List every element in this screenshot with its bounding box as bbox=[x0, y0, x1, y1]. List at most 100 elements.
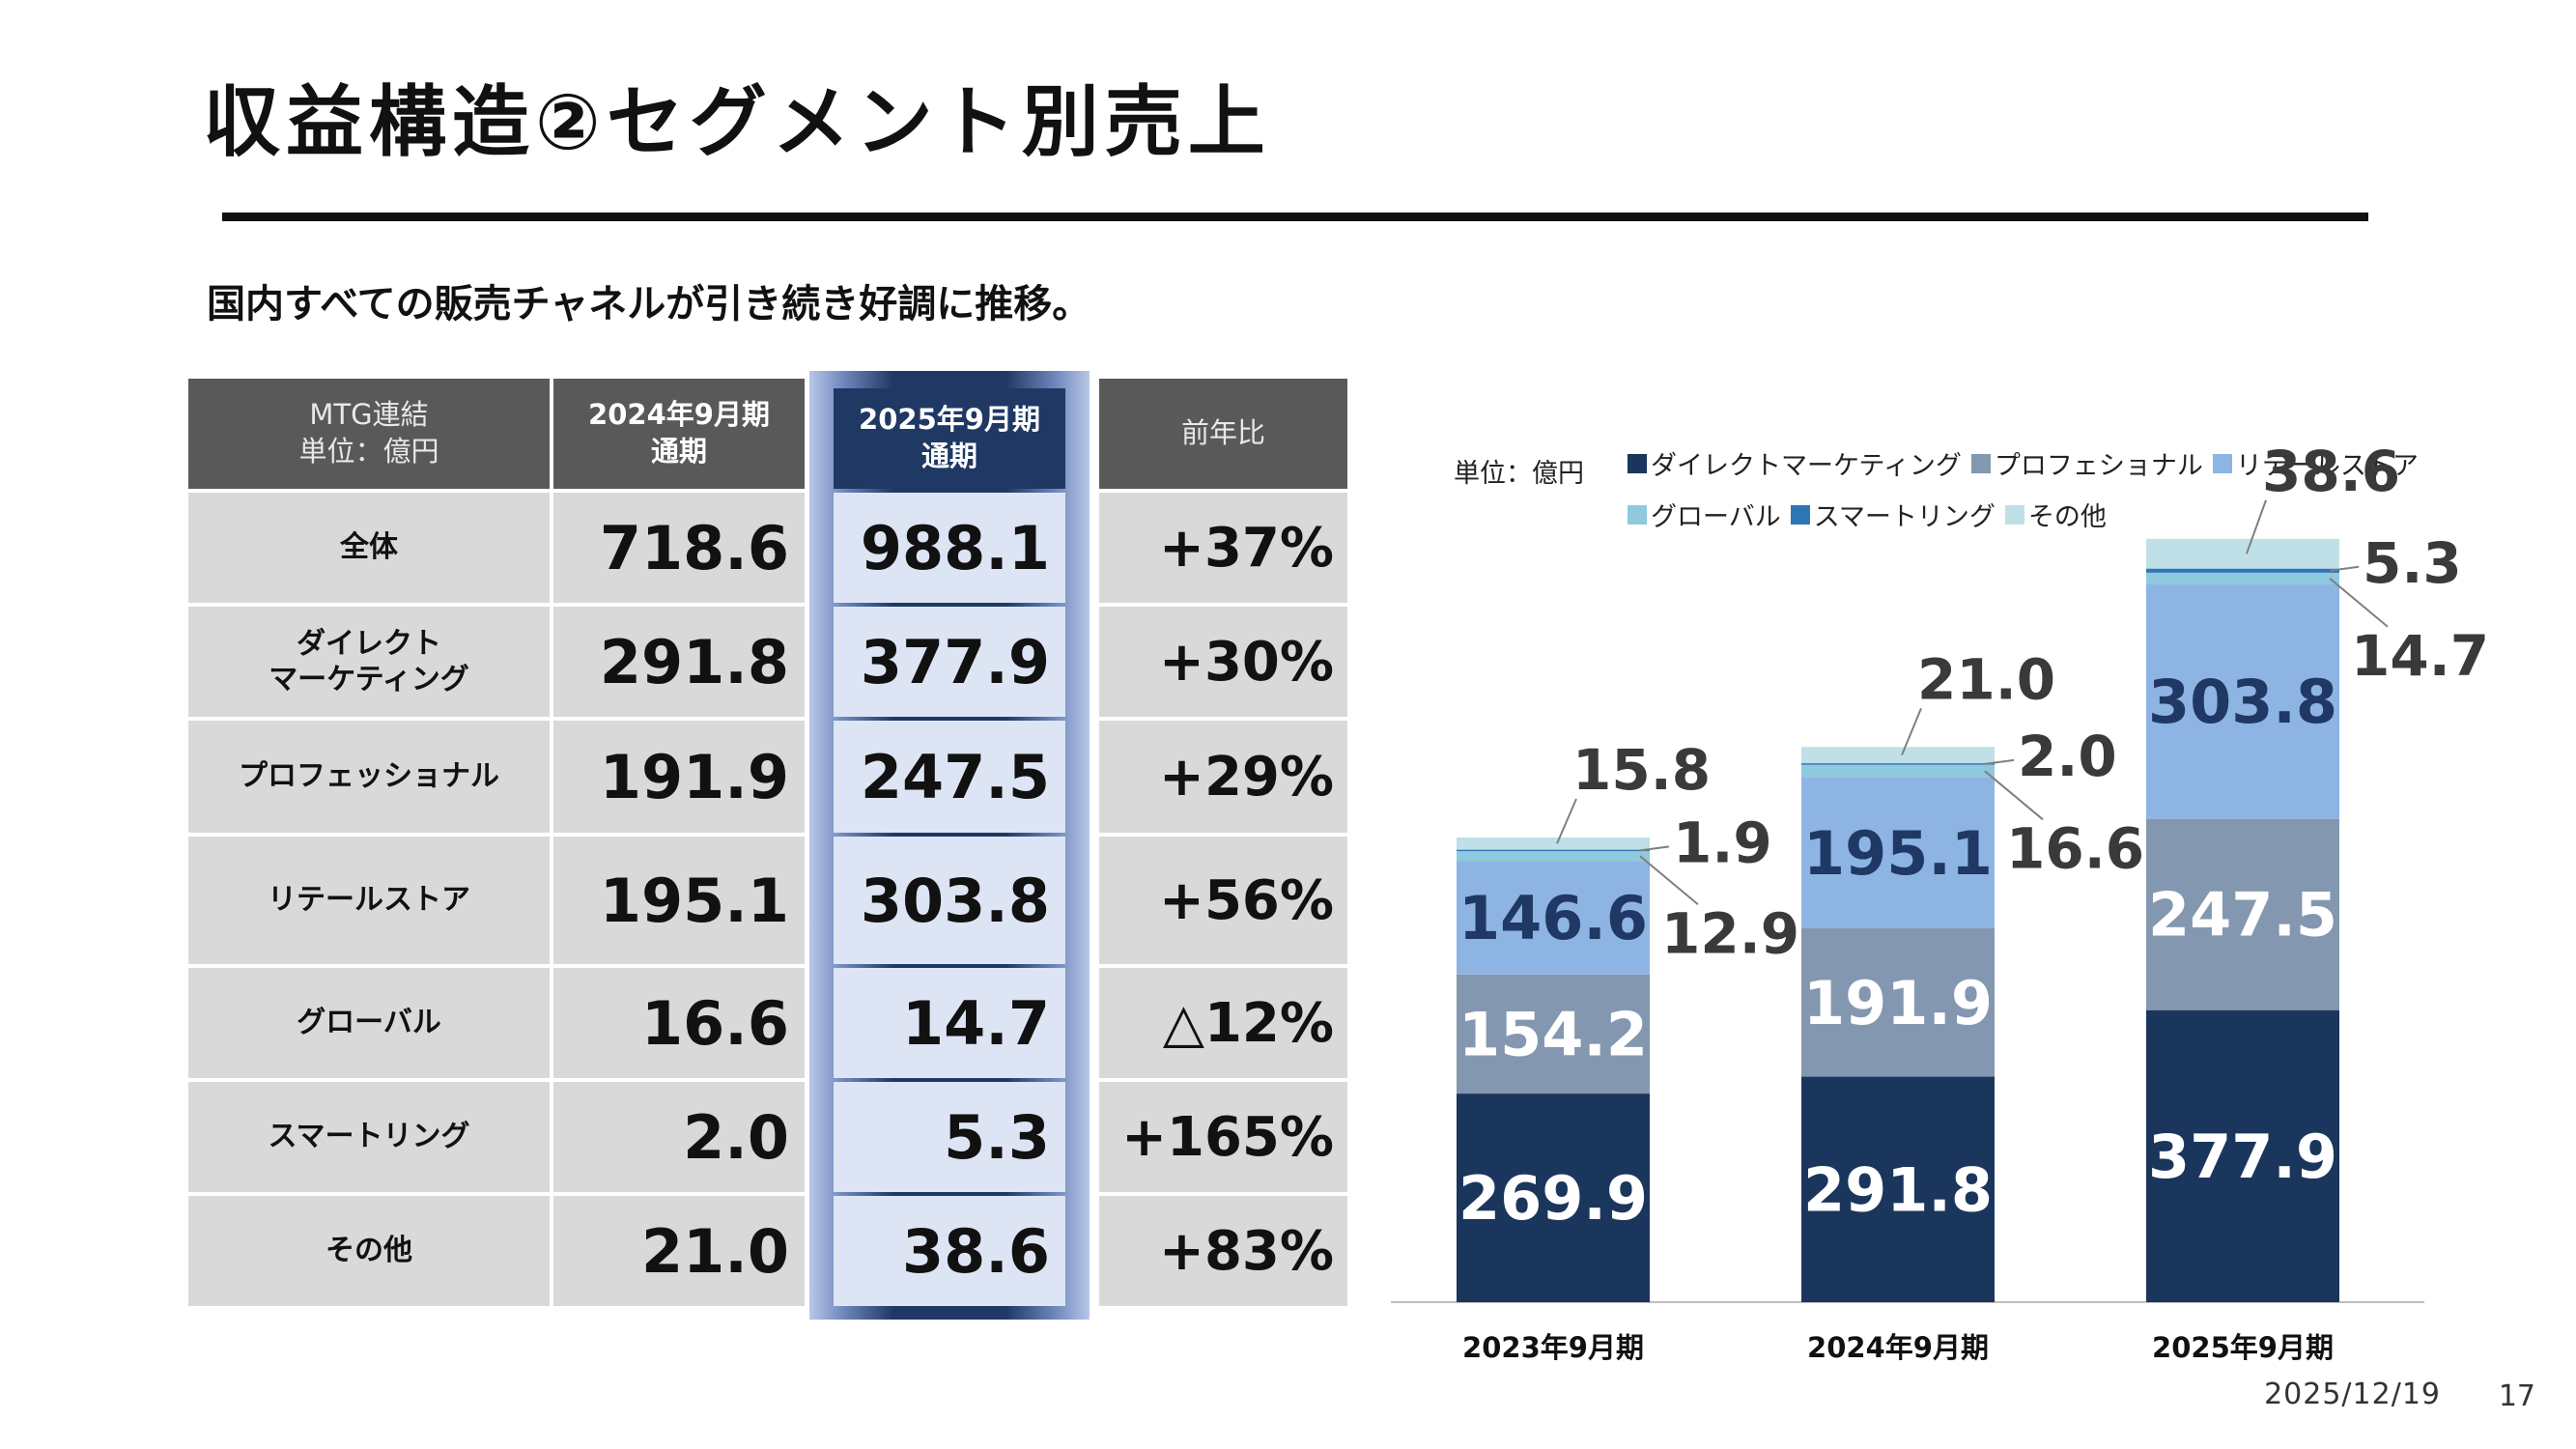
value-2024: 191.9 bbox=[553, 721, 805, 833]
data-label-smartring: 5.3 bbox=[2363, 530, 2462, 596]
legend-swatch bbox=[1628, 504, 1647, 525]
value-2024: 16.6 bbox=[553, 968, 805, 1078]
bar-segment bbox=[2146, 568, 2339, 573]
bar-data-label: 377.9 bbox=[2148, 1122, 2337, 1192]
value-yoy: △12% bbox=[1099, 968, 1347, 1078]
header-2024-period: 通期 bbox=[650, 435, 707, 468]
x-tick-label: 2024年9月期 bbox=[1807, 1331, 1989, 1364]
bar-segment bbox=[1801, 928, 1995, 1077]
legend-item: プロフェショナル bbox=[1970, 444, 2203, 482]
leader-line bbox=[1639, 855, 1699, 906]
row-label: グローバル bbox=[188, 968, 550, 1078]
row-label-line1: プロフェッショナル bbox=[239, 759, 499, 794]
value-yoy: +30% bbox=[1099, 607, 1347, 717]
bar-data-label: 191.9 bbox=[1803, 968, 1993, 1038]
value-2024: 195.1 bbox=[553, 837, 805, 964]
row-label-line1: リテールストア bbox=[268, 883, 470, 918]
header-yoy: 前年比 bbox=[1180, 416, 1265, 450]
legend-item: その他 bbox=[2004, 496, 2107, 533]
data-label-smartring: 1.9 bbox=[1673, 810, 1772, 875]
leader-line bbox=[1639, 845, 1670, 852]
value-2025: 14.7 bbox=[834, 968, 1065, 1078]
value-2025: 38.6 bbox=[834, 1196, 1065, 1306]
row-label-line1: ダイレクト bbox=[297, 626, 441, 661]
legend-item: ダイレクトマーケティング bbox=[1628, 444, 1962, 482]
bar-segment bbox=[2146, 1009, 2339, 1302]
data-label-global: 14.7 bbox=[2351, 623, 2489, 689]
value-2025: 988.1 bbox=[834, 493, 1065, 603]
row-label-line2: マーケティング bbox=[269, 663, 469, 696]
page-subtitle: 国内すべての販売チャネルが引き続き好調に推移。 bbox=[207, 282, 1091, 327]
table-header-yoy: 前年比 bbox=[1099, 379, 1347, 489]
leader-line bbox=[2246, 499, 2267, 554]
row-label: ダイレクト マーケティング bbox=[188, 607, 550, 717]
legend-swatch bbox=[2004, 504, 2024, 525]
bar-data-label: 269.9 bbox=[1458, 1163, 1648, 1234]
bar-data-label: 247.5 bbox=[2148, 880, 2337, 951]
data-label-other: 21.0 bbox=[1917, 646, 2055, 712]
row-label: スマートリング bbox=[188, 1082, 550, 1192]
legend-swatch bbox=[1790, 504, 1810, 525]
table-header-2025: 2025年9月期 通期 bbox=[834, 388, 1065, 489]
bar-segment bbox=[1457, 1094, 1650, 1302]
row-label-line1: スマートリング bbox=[268, 1120, 470, 1154]
row-label-line1: その他 bbox=[326, 1234, 412, 1268]
header-company: MTG連結 bbox=[309, 398, 429, 432]
chart-plot: 269.9 154.2 146.6 15.8 1.9 12.9 2023年9月期 291.8 1… bbox=[1391, 439, 2489, 1364]
legend-swatch bbox=[1970, 453, 1991, 473]
legend-swatch bbox=[1628, 453, 1647, 473]
data-label-smartring: 2.0 bbox=[2018, 724, 2117, 789]
page-title: 収益構造②セグメント別売上 bbox=[203, 77, 1271, 167]
bar-segment bbox=[1801, 1076, 1995, 1302]
x-tick-label: 2025年9月期 bbox=[2152, 1331, 2334, 1364]
footer-date: 2025/12/19 bbox=[2264, 1378, 2441, 1411]
row-label: プロフェッショナル bbox=[188, 721, 550, 833]
row-label: 全体 bbox=[188, 493, 550, 603]
bar-segment bbox=[1801, 763, 1995, 765]
leader-line bbox=[2329, 565, 2360, 572]
table-header-unit: MTG連結 単位：億円 bbox=[188, 379, 550, 489]
legend-item: グローバル bbox=[1628, 496, 1781, 533]
page-number: 17 bbox=[2498, 1379, 2535, 1413]
data-label-other: 15.8 bbox=[1572, 737, 1711, 803]
bar-segment bbox=[1457, 974, 1650, 1094]
header-2024-year: 2024年9月期 bbox=[588, 398, 770, 432]
data-label-other: 38.6 bbox=[2262, 439, 2400, 504]
stacked-bar-chart: 単位：億円 ダイレクトマーケティング プロフェショナル リテールストア グローバル スマ… bbox=[1372, 425, 2511, 1381]
x-tick-label: 2023年9月期 bbox=[1462, 1331, 1644, 1364]
legend-label: その他 bbox=[2027, 502, 2107, 532]
leader-line bbox=[1901, 707, 1922, 756]
value-2024: 291.8 bbox=[553, 607, 805, 717]
bar-data-label: 146.6 bbox=[1458, 883, 1648, 953]
row-label-line1: 全体 bbox=[340, 530, 398, 565]
value-2025: 5.3 bbox=[834, 1082, 1065, 1192]
bar-segment bbox=[1457, 837, 1650, 850]
value-yoy: +56% bbox=[1099, 837, 1347, 964]
legend-label: ダイレクトマーケティング bbox=[1651, 451, 1962, 481]
value-2025: 377.9 bbox=[834, 607, 1065, 717]
bar-segment bbox=[1457, 851, 1650, 862]
leader-line bbox=[1984, 770, 2044, 821]
value-2025: 303.8 bbox=[834, 837, 1065, 964]
header-2025-period: 通期 bbox=[920, 440, 977, 472]
legend-label: プロフェショナル bbox=[1994, 451, 2203, 481]
legend-label: スマートリング bbox=[1813, 502, 1996, 532]
bar-segment bbox=[1457, 849, 1650, 852]
bar-data-label: 303.8 bbox=[2148, 667, 2337, 737]
leader-line bbox=[1556, 798, 1577, 844]
row-label-line1: グローバル bbox=[297, 1006, 441, 1040]
bar-segment bbox=[2146, 572, 2339, 584]
bar-data-label: 291.8 bbox=[1803, 1154, 1993, 1225]
value-2024: 21.0 bbox=[553, 1196, 805, 1306]
value-yoy: +83% bbox=[1099, 1196, 1347, 1306]
leader-line bbox=[2329, 577, 2389, 628]
value-yoy: +29% bbox=[1099, 721, 1347, 833]
header-2025-year: 2025年9月期 bbox=[859, 403, 1040, 437]
value-yoy: +165% bbox=[1099, 1082, 1347, 1192]
data-label-global: 16.6 bbox=[2006, 815, 2144, 881]
bar-segment bbox=[1801, 764, 1995, 778]
bar-segment bbox=[1801, 747, 1995, 764]
legend-swatch bbox=[2212, 453, 2232, 473]
legend-item: スマートリング bbox=[1790, 496, 1996, 533]
bar-data-label: 195.1 bbox=[1803, 818, 1993, 889]
